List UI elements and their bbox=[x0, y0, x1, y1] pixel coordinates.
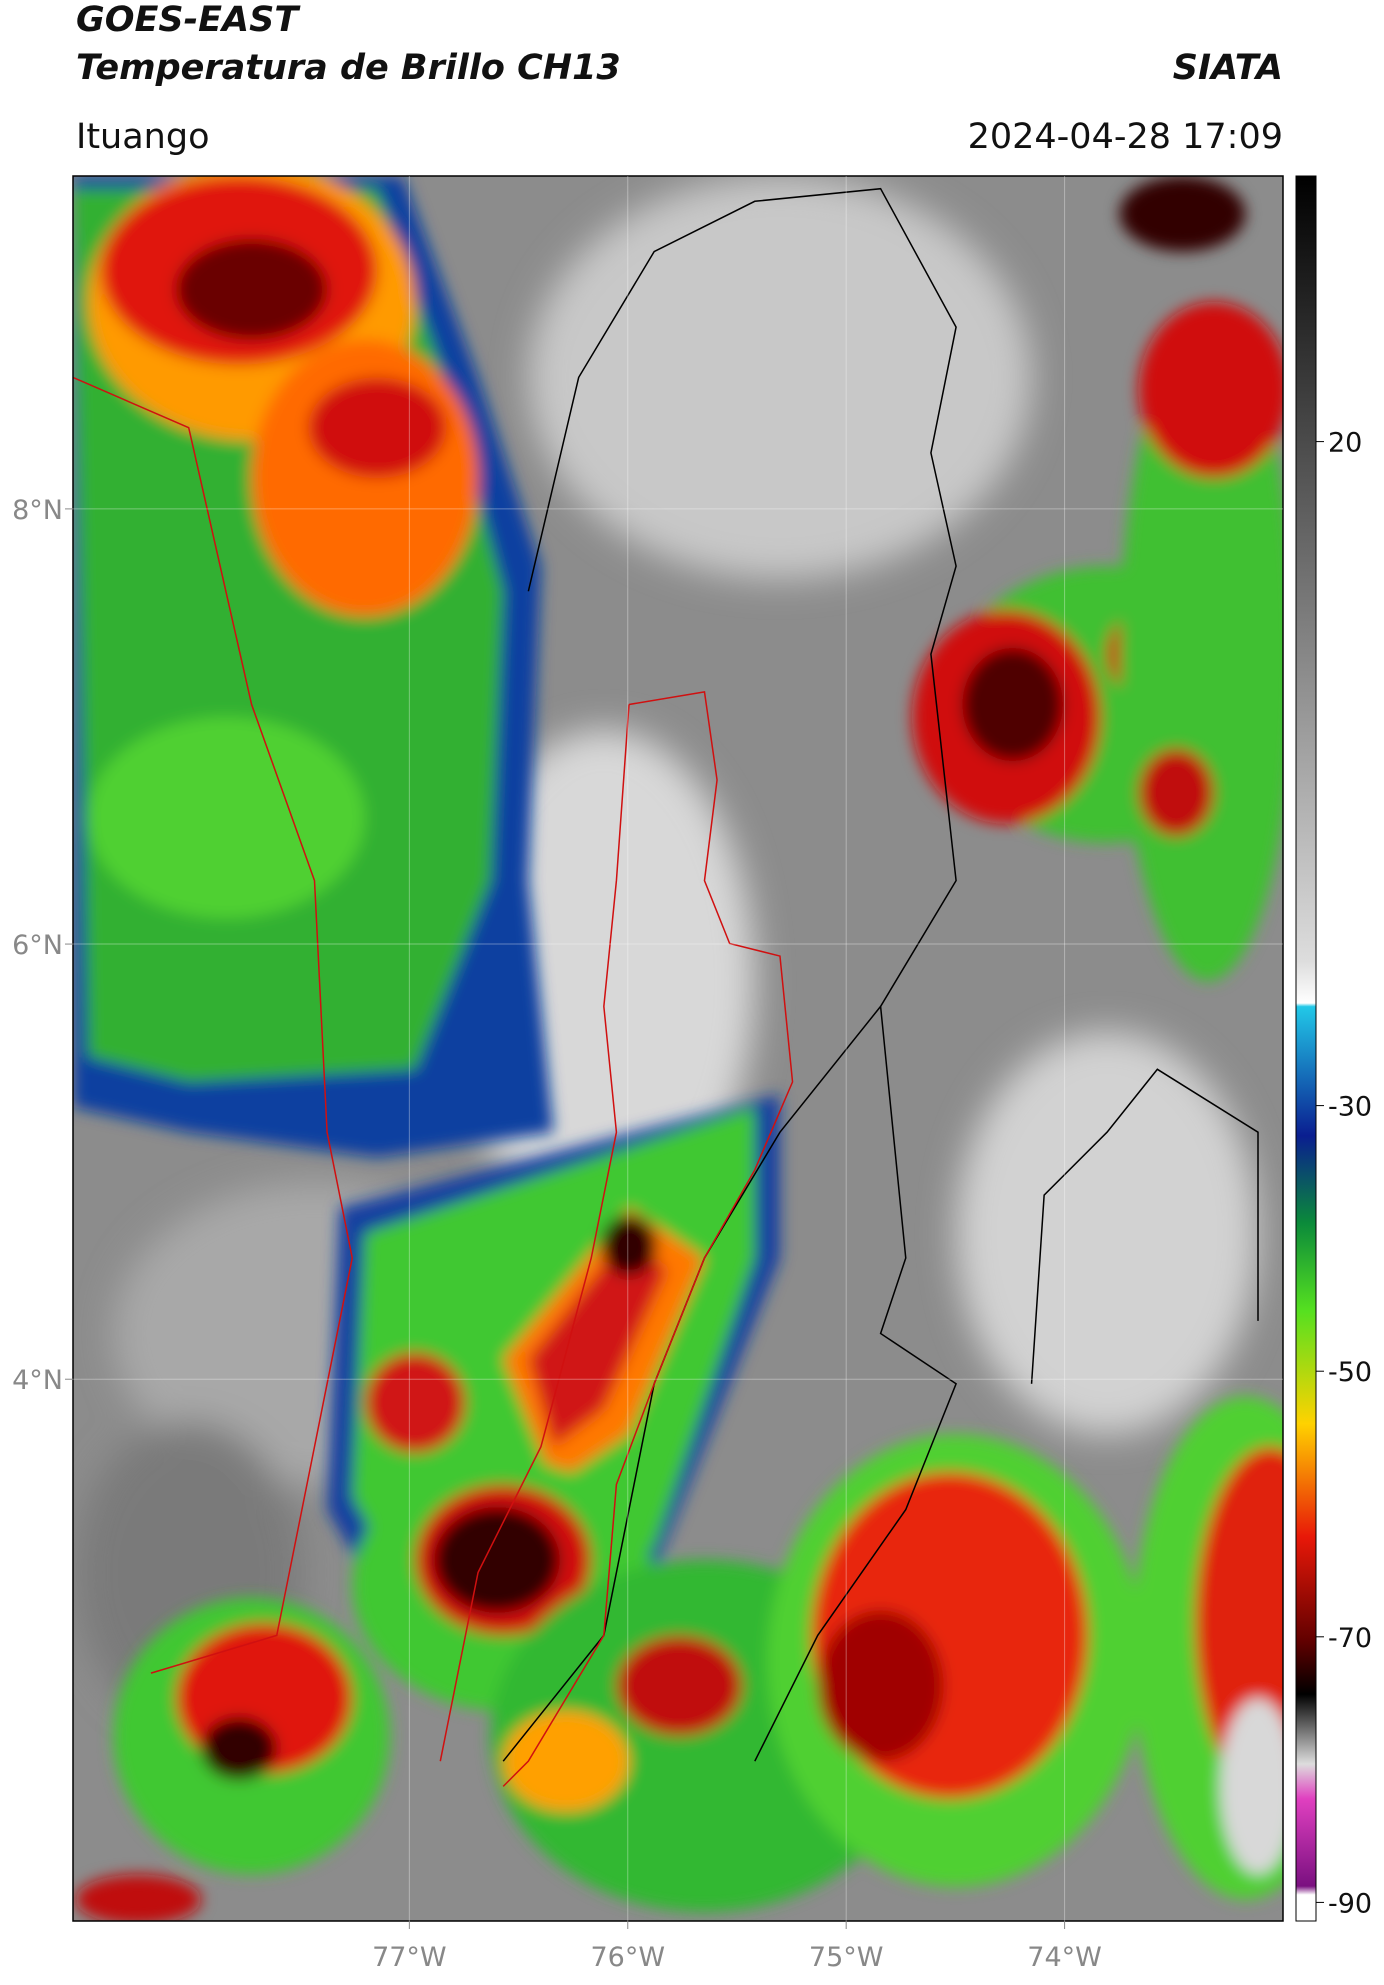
map-frame bbox=[72, 175, 1284, 1922]
x-tick-label: 76°W bbox=[590, 1942, 665, 1973]
x-tick-label: 75°W bbox=[809, 1942, 884, 1973]
y-tick-label: 8°N bbox=[12, 495, 63, 526]
coast bbox=[73, 376, 794, 1787]
grid: 77°W 76°W 75°W 74°W 8°N 6°N 4°N bbox=[12, 176, 1283, 1973]
datetime: 2024-04-28 17:09 bbox=[968, 117, 1283, 157]
colorbar-tick-label: -30 bbox=[1328, 1092, 1372, 1123]
colorbar-ticks: 20 -30 -50 -70 -90 bbox=[1316, 428, 1372, 1919]
y-tick-label: 4°N bbox=[12, 1365, 63, 1396]
title: GOES-EAST bbox=[76, 0, 301, 40]
location: Ituango bbox=[76, 117, 210, 157]
x-tick-label: 74°W bbox=[1027, 1942, 1102, 1973]
colorbar-tick-label: -50 bbox=[1328, 1357, 1372, 1388]
x-tick-label: 77°W bbox=[372, 1942, 447, 1973]
colorbar bbox=[1295, 175, 1317, 1922]
satellite-image bbox=[73, 176, 1283, 1921]
y-tick-label: 6°N bbox=[12, 930, 63, 961]
subtitle: Temperatura de Brillo CH13 bbox=[76, 48, 621, 88]
colorbar-tick-label: -90 bbox=[1328, 1888, 1372, 1919]
colorbar-tick-label: 20 bbox=[1328, 428, 1362, 459]
source: SIATA bbox=[1173, 48, 1283, 88]
colorbar-tick-label: -70 bbox=[1328, 1623, 1372, 1654]
